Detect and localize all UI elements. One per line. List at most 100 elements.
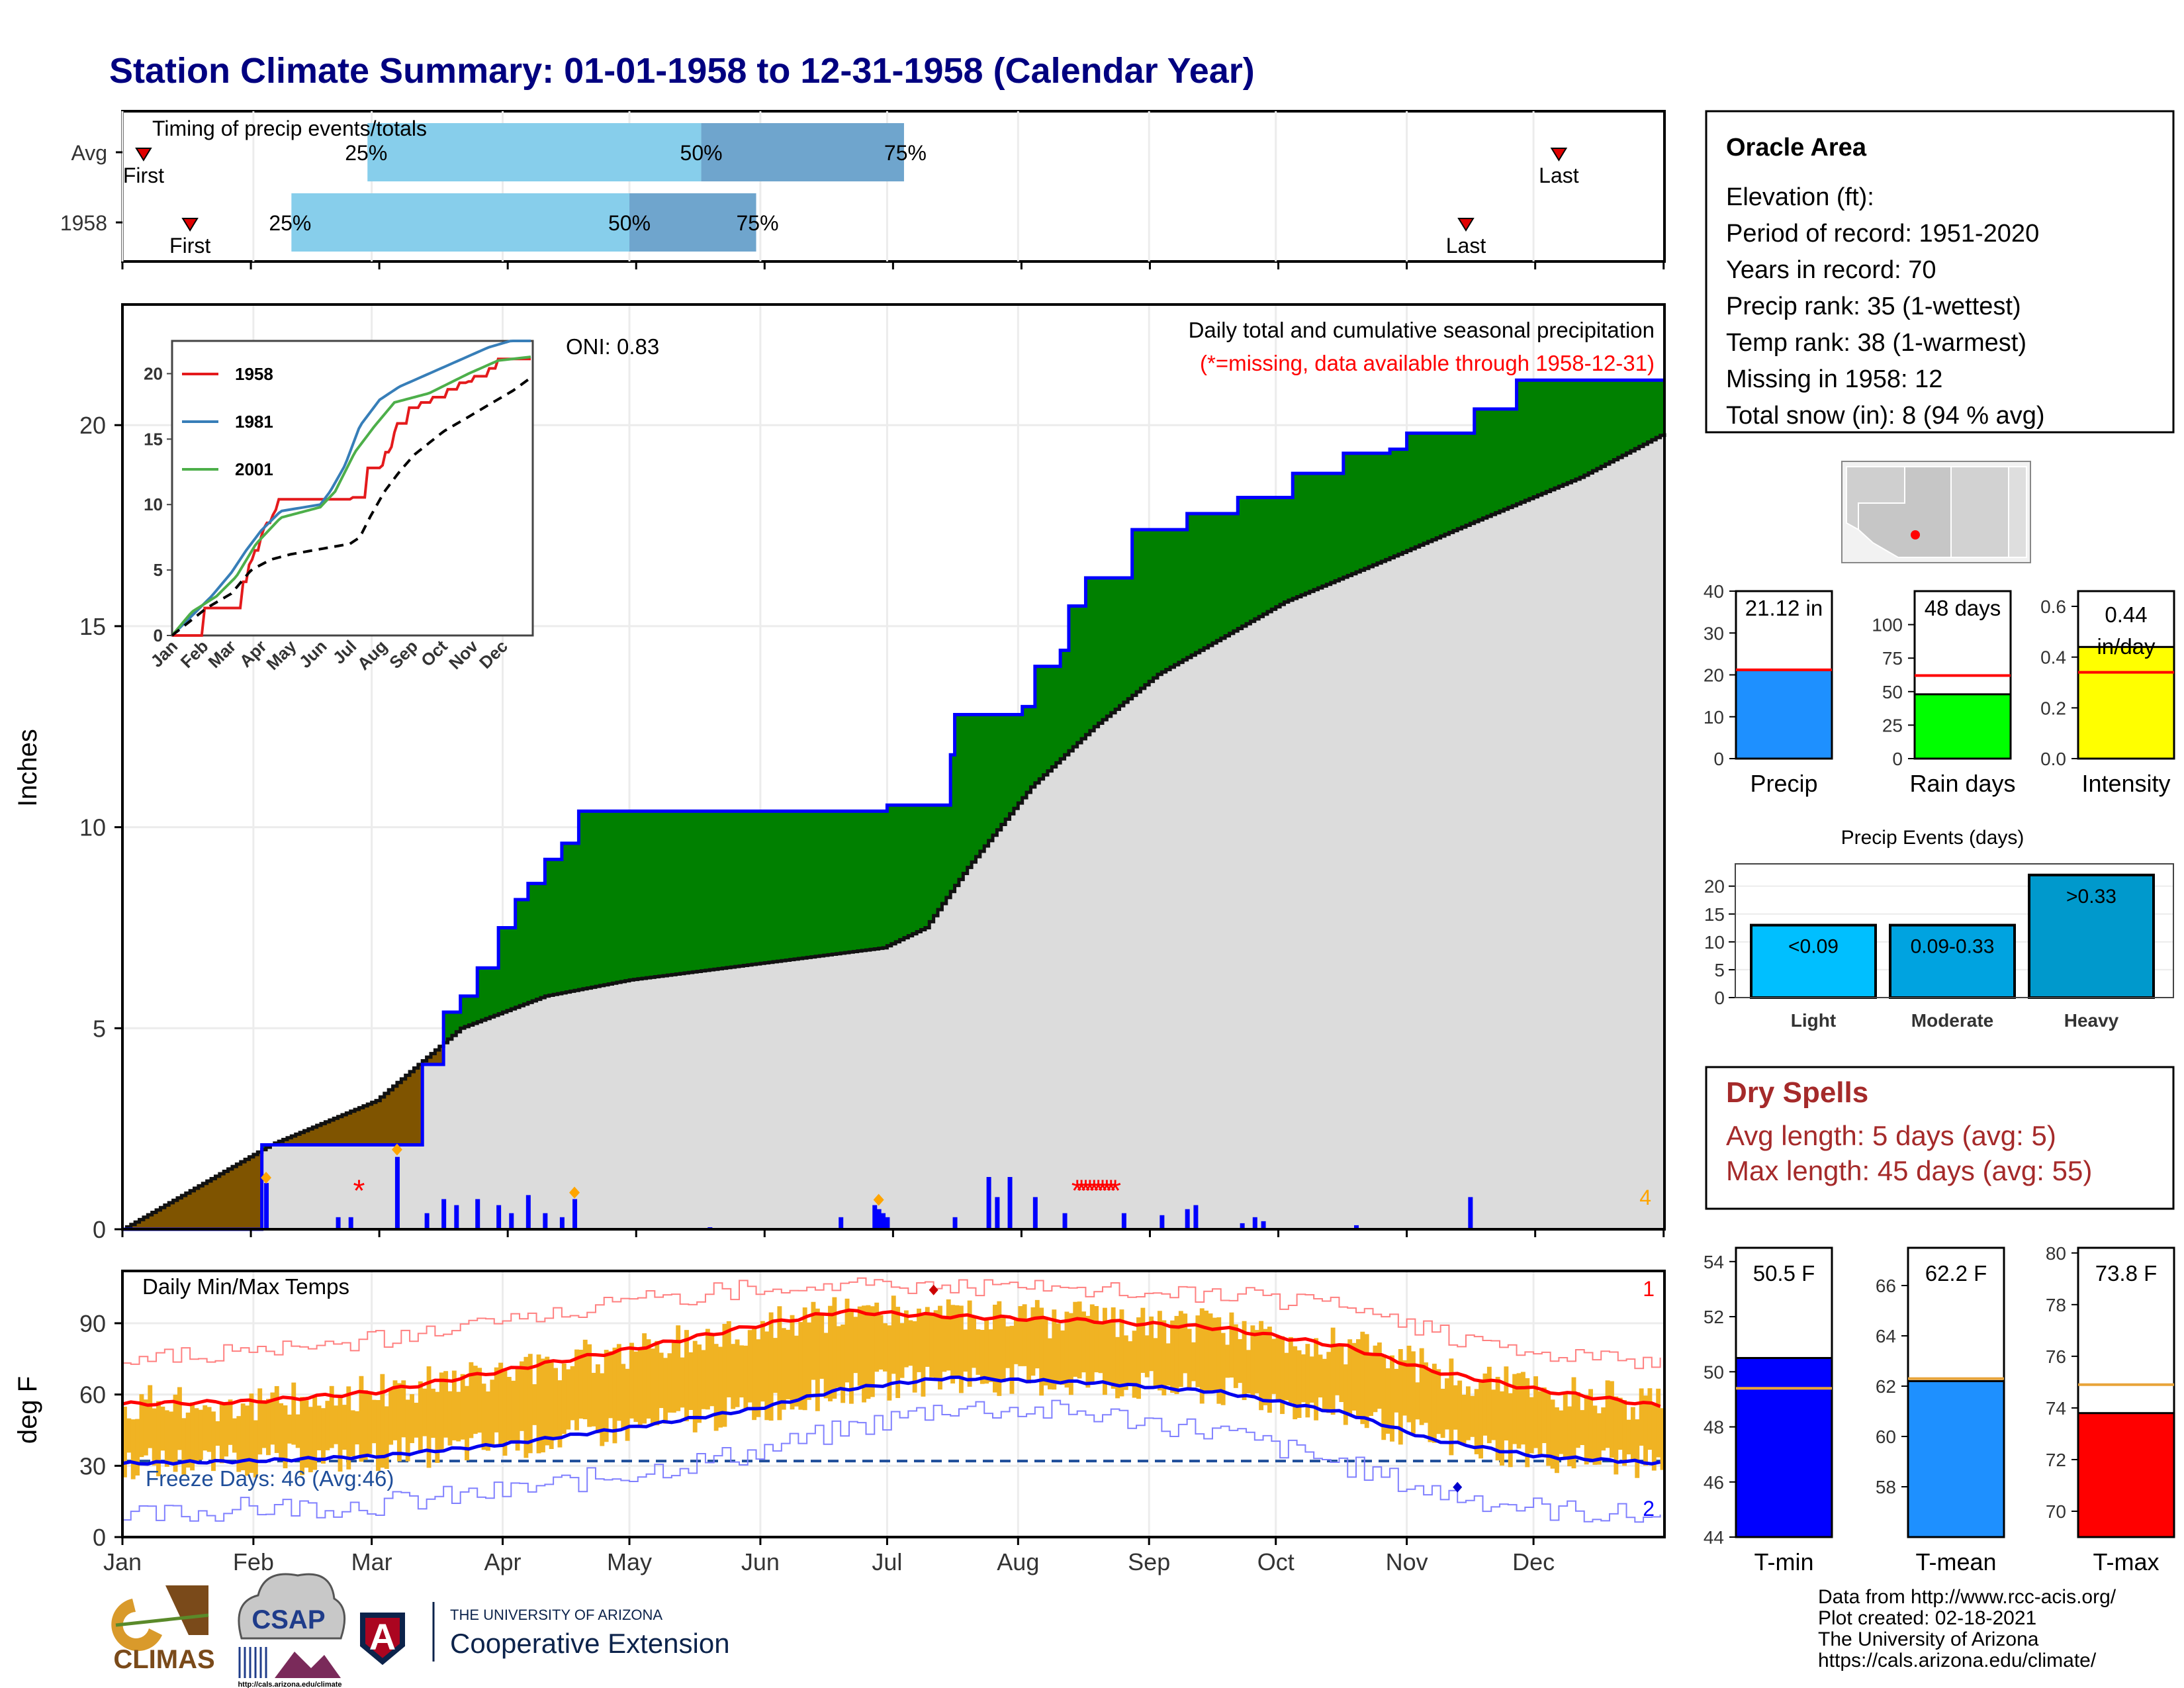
daily-temp-bar	[232, 1418, 237, 1453]
summary-2-value-label: in/day	[2097, 634, 2156, 659]
daily-temp-bar	[841, 1325, 846, 1403]
daily-temp-bar	[325, 1401, 330, 1450]
daily-temp-bar	[637, 1348, 643, 1428]
daily-temp-bar	[1351, 1342, 1357, 1411]
daily-temp-bar	[1174, 1315, 1179, 1395]
daily-precip-bar	[1240, 1223, 1245, 1229]
climas-sun-shape	[111, 1599, 162, 1652]
month-label: Apr	[484, 1548, 522, 1575]
daily-precip-bar	[952, 1217, 958, 1229]
climas-line-shape	[115, 1613, 209, 1627]
daily-temp-bar	[469, 1362, 474, 1438]
daily-temp-bar	[655, 1340, 660, 1426]
daily-temp-bar	[1284, 1352, 1289, 1401]
daily-temp-bar	[1128, 1341, 1133, 1384]
temp-bar-0-value-label: 50.5 F	[1753, 1261, 1815, 1286]
daily-temp-bar	[439, 1372, 444, 1450]
daily-temp-bar	[1102, 1307, 1107, 1395]
temp-bar-2-ytick-label: 78	[2046, 1295, 2066, 1315]
daily-temp-bar	[1297, 1350, 1302, 1419]
temp-bar-1-ytick-label: 64	[1876, 1326, 1896, 1346]
daily-temp-bar	[1457, 1380, 1463, 1442]
inset-chart: 05101520JanFebMarAprMayJunJulAugSepOctNo…	[144, 340, 534, 674]
daily-precip-bar	[424, 1213, 430, 1229]
daily-temp-bar	[410, 1394, 414, 1444]
daily-temp-bar	[595, 1364, 600, 1434]
daily-temp-bar	[1575, 1392, 1580, 1448]
summary-0-ytick-label: 30	[1704, 623, 1724, 643]
temp-bar-1-name-label: T-mean	[1915, 1548, 1996, 1575]
month-label: Dec	[1512, 1548, 1555, 1575]
temp-bar-1-ytick-label: 62	[1876, 1376, 1896, 1397]
daily-temp-bar	[768, 1312, 774, 1421]
daily-temp-bar	[1288, 1336, 1293, 1403]
daily-temp-bar	[334, 1405, 339, 1444]
daily-temp-bar	[1381, 1354, 1387, 1440]
daily-precip-bar	[454, 1205, 459, 1229]
daily-temp-bar	[1436, 1369, 1441, 1434]
daily-temp-bar	[215, 1421, 220, 1446]
daily-temp-bar	[1111, 1307, 1116, 1389]
inset-ytick-label: 20	[144, 363, 163, 383]
daily-temp-bar	[261, 1400, 267, 1448]
events-bar-label: >0.33	[2066, 886, 2116, 908]
daily-temp-bar	[1660, 1408, 1665, 1470]
record-min-line	[122, 1399, 1661, 1523]
inset-ytick-label: 15	[144, 429, 163, 449]
daily-temp-bar	[177, 1387, 182, 1450]
events-category-label: Moderate	[1911, 1010, 1993, 1031]
daily-temp-bar	[819, 1313, 825, 1379]
daily-temp-bar	[629, 1342, 634, 1419]
daily-temp-bar	[688, 1352, 694, 1411]
csap-mountain-shape	[275, 1652, 341, 1678]
daily-temp-bar	[1250, 1325, 1255, 1396]
month-label: Feb	[233, 1548, 274, 1575]
daily-temp-bar	[925, 1307, 930, 1367]
daily-temp-bar	[612, 1347, 617, 1444]
daily-temp-bar	[587, 1344, 592, 1427]
daily-temp-bar	[1567, 1406, 1572, 1467]
snow-marker	[391, 1143, 402, 1156]
precip-title: Daily total and cumulative seasonal prec…	[1189, 318, 1655, 342]
inset-ytick-label: 5	[154, 560, 163, 580]
daily-precip-bar	[496, 1205, 502, 1229]
daily-temp-bar	[743, 1345, 749, 1409]
daily-temp-bar	[1085, 1315, 1091, 1388]
daily-precip-bar	[995, 1197, 1000, 1229]
temp-bar-2-ytick-label: 80	[2046, 1243, 2066, 1264]
daily-temp-bar	[972, 1316, 976, 1368]
daily-precip-bar	[475, 1199, 480, 1229]
daily-temp-bar	[1068, 1313, 1073, 1395]
daily-precip-bar	[1121, 1213, 1126, 1229]
daily-temp-bar	[1204, 1310, 1209, 1391]
daily-temp-bar	[807, 1322, 812, 1400]
avg-cumulative-line	[122, 433, 1666, 1231]
daily-temp-bar	[646, 1339, 651, 1419]
daily-temp-bar	[447, 1391, 453, 1446]
daily-precip-bar	[876, 1209, 882, 1229]
daily-temp-bar	[650, 1348, 655, 1426]
summary-0-value-label: 21.12 in	[1745, 596, 1823, 620]
daily-temp-bar	[844, 1298, 850, 1383]
daily-precip-bar	[1032, 1197, 1038, 1229]
month-label: Mar	[351, 1548, 392, 1575]
daily-temp-bar	[321, 1408, 326, 1464]
daily-temp-bar	[1647, 1388, 1653, 1450]
daily-temp-bar	[967, 1300, 972, 1387]
daily-temp-bar	[300, 1397, 304, 1476]
precip-ytick-label: 0	[93, 1216, 106, 1243]
daily-temp-bar	[135, 1419, 140, 1476]
daily-temp-bar	[976, 1329, 981, 1375]
daily-temp-bar	[1089, 1304, 1095, 1385]
daily-temp-bar	[883, 1323, 887, 1372]
daily-temp-bar	[527, 1354, 533, 1454]
precip-events-chart: Precip Events (days) 0 5 10 15 20 <0.09 Light 0.…	[1704, 827, 2174, 1031]
events-ytick-label: 0	[1714, 988, 1725, 1008]
daily-temp-bar	[574, 1349, 579, 1430]
timing-row-label: Avg	[71, 141, 107, 165]
summary-0-ytick-label: 40	[1704, 581, 1724, 602]
temp-bar-0-name-label: T-min	[1754, 1548, 1814, 1575]
summary-1-ytick-label: 25	[1882, 715, 1903, 735]
timing-q75-label: 75%	[884, 141, 927, 165]
summary-1-value-label: 48 days	[1925, 596, 2001, 620]
